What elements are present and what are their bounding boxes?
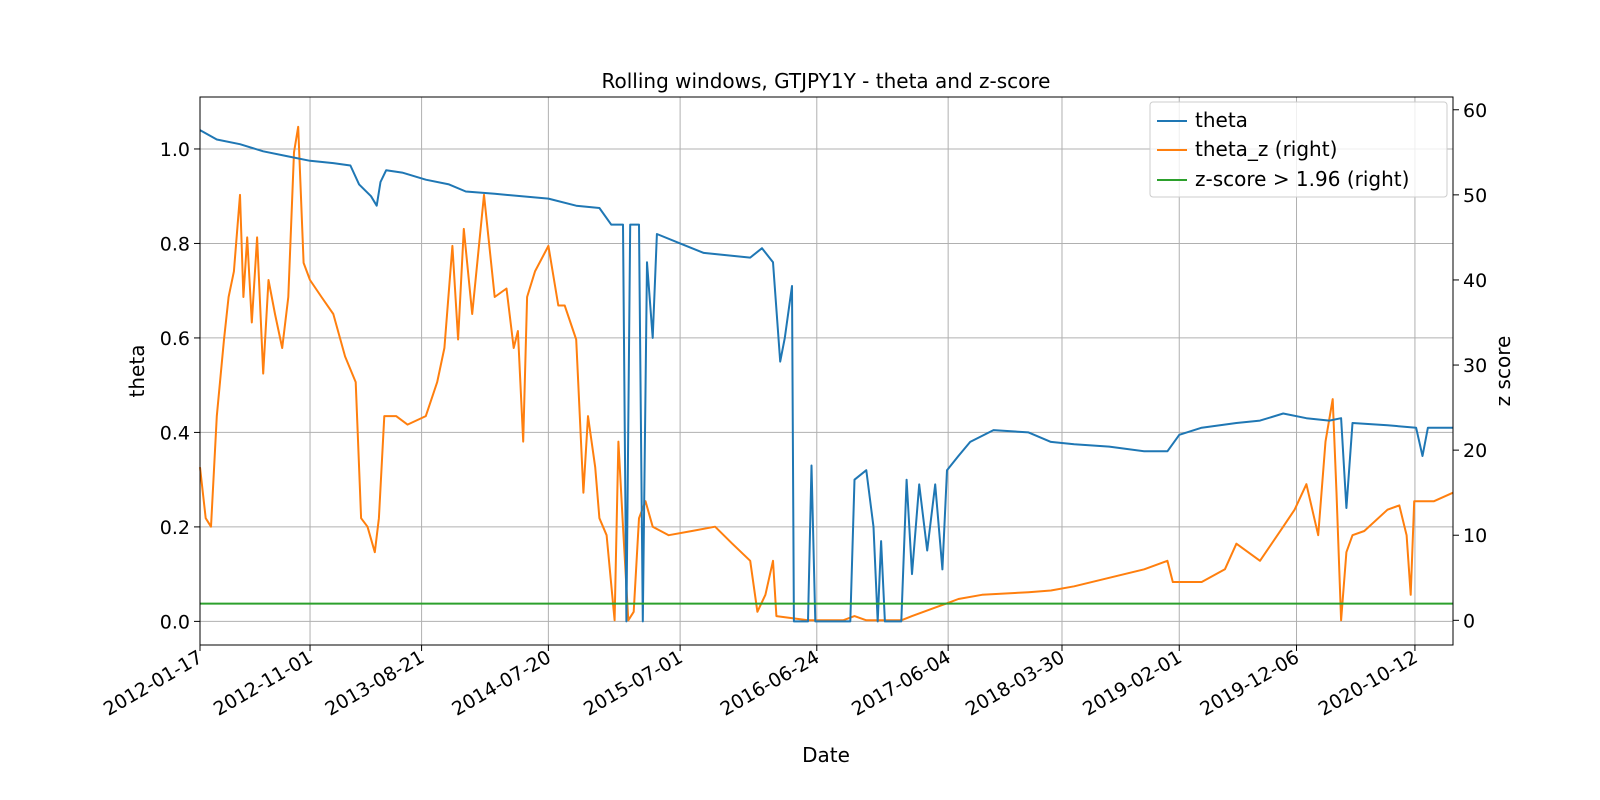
y2-axis-label: z score [1491,336,1515,407]
y-axis-label: theta [125,345,149,398]
y2-tick-label: 0 [1463,610,1475,632]
y2-tick-label: 50 [1463,185,1487,207]
series-line-theta [199,129,1453,623]
y-tick-label: 0.2 [160,517,190,539]
y-tick-label: 0.0 [160,611,190,633]
chart-title: Rolling windows, GTJPY1Y - theta and z-s… [602,69,1051,93]
legend-label-theta-z: theta_z (right) [1195,137,1337,161]
y2-tick-label: 40 [1463,270,1487,292]
legend-box [1149,101,1448,198]
legend-label-theta: theta [1195,108,1248,132]
plot-frame [199,96,1454,646]
legend: theta theta_z (right) z-score > 1.96 (ri… [1149,101,1448,198]
y2-tick-label: 20 [1463,440,1487,462]
y2-tick-label: 10 [1463,525,1487,547]
y2-tick-label: 60 [1463,100,1487,122]
y-tick-label: 1.0 [160,139,190,161]
plot-series [199,125,1454,623]
y-tick-label: 0.6 [160,328,190,350]
y-tick-label: 0.4 [160,422,190,444]
series-line-theta-z-right [199,125,1454,622]
y-tick-label: 0.8 [160,233,190,255]
y2-tick-label: 30 [1463,355,1487,377]
legend-label-z-threshold: z-score > 1.96 (right) [1195,167,1409,191]
x-axis-label: Date [802,743,850,767]
